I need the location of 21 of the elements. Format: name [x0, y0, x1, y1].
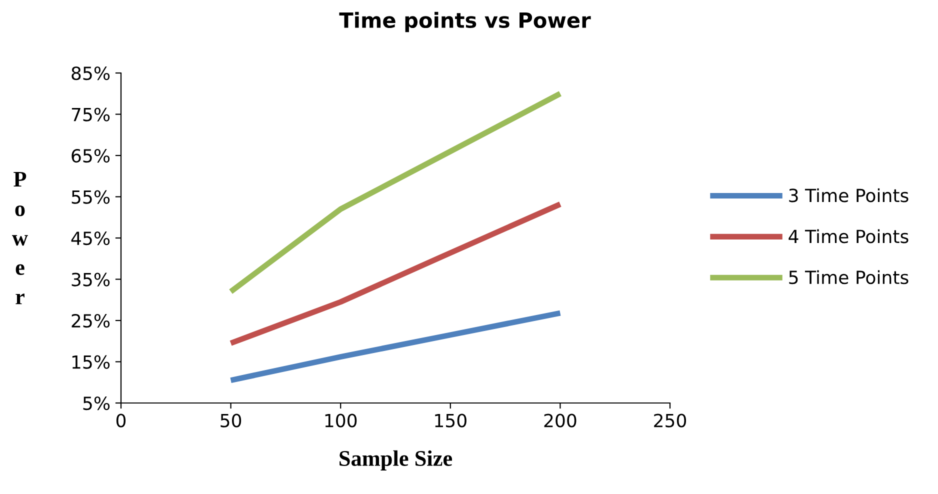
y-axis-title: Power — [12, 172, 28, 304]
y-tick-label: 45% — [71, 231, 110, 246]
y-tick-label: 75% — [72, 108, 110, 122]
legend-label: 4 Time Points — [788, 229, 908, 244]
x-tick-label: 250 — [654, 414, 686, 428]
y-tick-label: 85% — [72, 66, 110, 80]
y-tick-label: 25% — [72, 314, 110, 328]
x-tick-label: 200 — [544, 414, 576, 428]
x-tick-label: 100 — [325, 414, 357, 428]
legend-label: 5 Time Points — [789, 270, 908, 284]
x-tick-label: 0 — [116, 414, 126, 428]
y-tick-label: 65% — [72, 148, 110, 163]
y-tick-label: 35% — [72, 272, 110, 286]
x-tick-label: 150 — [435, 414, 466, 428]
legend-label: 3 Time Points — [789, 188, 908, 202]
y-tick-label: 5% — [83, 396, 110, 410]
x-tick-label: 50 — [220, 414, 242, 428]
chart-title: Time points vs Power — [339, 12, 591, 32]
y-tick-label: 55% — [72, 190, 110, 204]
x-axis-title: Sample Size — [340, 450, 452, 470]
y-tick-label: 15% — [72, 355, 110, 369]
